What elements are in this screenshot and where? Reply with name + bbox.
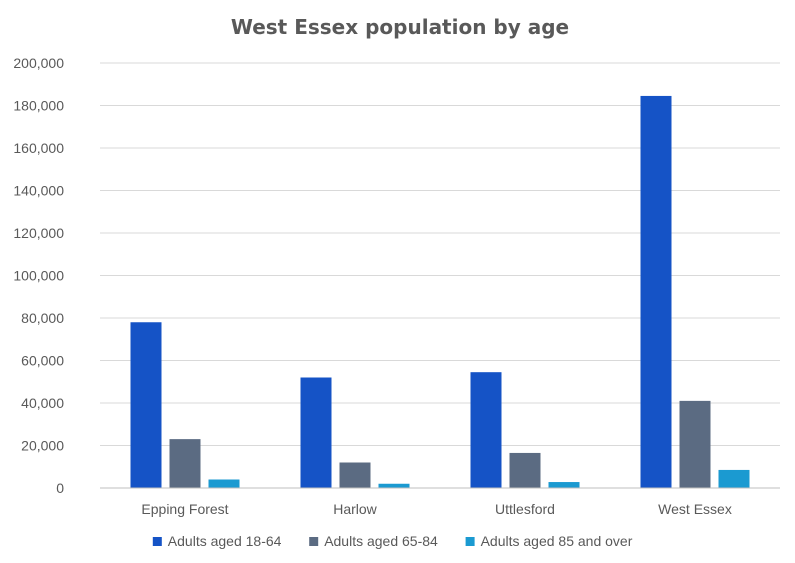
gridlines <box>100 62 780 446</box>
y-tick-label: 120,000 <box>13 225 64 241</box>
bar <box>300 377 332 488</box>
bar <box>169 439 201 488</box>
legend-swatch <box>465 537 475 546</box>
y-tick-label: 0 <box>56 480 64 496</box>
y-tick-label: 80,000 <box>21 310 64 326</box>
y-tick-label: 60,000 <box>21 353 64 369</box>
bar <box>640 95 672 488</box>
x-category-label: West Essex <box>658 501 732 517</box>
bar <box>378 483 410 488</box>
legend-label: Adults aged 18-64 <box>168 533 282 549</box>
y-tick-label: 20,000 <box>21 438 64 454</box>
bar <box>509 452 541 488</box>
y-tick-label: 160,000 <box>13 140 64 156</box>
bars <box>130 95 750 488</box>
x-category-label: Harlow <box>333 501 377 517</box>
y-tick-label: 40,000 <box>21 395 64 411</box>
x-axis-category-labels: Epping Forest Harlow Uttlesford West Essex <box>141 501 731 517</box>
legend-swatch <box>309 537 319 546</box>
y-tick-label: 140,000 <box>13 183 64 199</box>
bar <box>718 469 750 488</box>
bar <box>339 462 371 488</box>
y-tick-label: 200,000 <box>13 55 64 71</box>
bar <box>679 400 711 488</box>
legend: Adults aged 18-64 Adults aged 65-84 Adults… <box>152 533 633 549</box>
y-tick-label: 100,000 <box>13 268 64 284</box>
bar <box>130 322 162 488</box>
x-category-label: Epping Forest <box>141 501 228 517</box>
chart-title: West Essex population by age <box>231 15 569 39</box>
bar <box>548 482 580 488</box>
y-tick-label: 180,000 <box>13 98 64 114</box>
x-category-label: Uttlesford <box>495 501 555 517</box>
legend-label: Adults aged 85 and over <box>481 533 633 549</box>
bar <box>470 372 502 488</box>
legend-label: Adults aged 65-84 <box>324 533 438 549</box>
legend-swatch <box>152 537 162 546</box>
y-axis-tick-labels: 0 20,000 40,000 60,000 80,000 100,000 120,000 1… <box>13 55 64 496</box>
bar <box>208 479 240 488</box>
